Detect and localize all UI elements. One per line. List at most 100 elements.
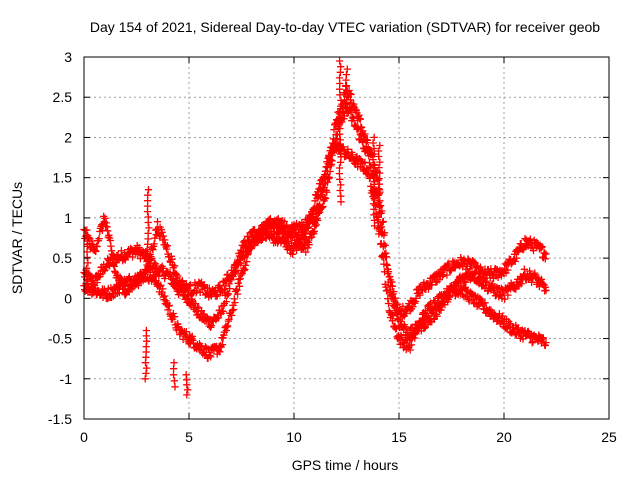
data-point bbox=[350, 100, 358, 108]
data-point bbox=[144, 257, 153, 265]
data-point bbox=[222, 282, 230, 290]
data-point bbox=[542, 338, 550, 347]
data-point bbox=[237, 259, 245, 267]
data-point bbox=[376, 169, 384, 177]
data-point bbox=[281, 236, 290, 245]
data-point bbox=[153, 218, 162, 226]
data-point bbox=[161, 292, 169, 300]
data-point bbox=[407, 341, 416, 349]
data-point bbox=[384, 269, 392, 278]
axis-ticks bbox=[83, 56, 610, 420]
data-point bbox=[295, 233, 303, 241]
data-point bbox=[390, 296, 398, 304]
data-point bbox=[499, 319, 507, 328]
data-point bbox=[163, 242, 171, 250]
data-point bbox=[370, 144, 378, 153]
data-point bbox=[189, 336, 197, 344]
data-point bbox=[329, 148, 337, 156]
data-point bbox=[243, 257, 251, 266]
data-point bbox=[412, 294, 420, 302]
data-point bbox=[150, 240, 158, 248]
data-point bbox=[384, 299, 393, 308]
data-point bbox=[280, 217, 288, 226]
data-point bbox=[155, 272, 163, 280]
data-point bbox=[241, 237, 249, 245]
data-point bbox=[336, 175, 344, 183]
data-point bbox=[357, 131, 365, 139]
data-point bbox=[319, 202, 327, 211]
data-point bbox=[376, 197, 384, 205]
data-point bbox=[313, 216, 322, 224]
data-point bbox=[275, 233, 283, 241]
data-point bbox=[481, 299, 489, 307]
data-point bbox=[504, 266, 512, 274]
data-point bbox=[302, 248, 310, 256]
data-point bbox=[164, 306, 172, 314]
data-point bbox=[511, 257, 519, 266]
data-point bbox=[352, 106, 360, 114]
data-point bbox=[216, 281, 224, 290]
data-point bbox=[102, 219, 110, 227]
data-point bbox=[311, 222, 319, 230]
y-tick-label: -1.5 bbox=[48, 411, 72, 427]
data-point bbox=[313, 188, 322, 196]
data-point bbox=[174, 320, 182, 328]
data-point bbox=[512, 285, 520, 293]
data-point bbox=[379, 217, 387, 226]
data-point bbox=[325, 174, 334, 182]
data-point bbox=[378, 229, 387, 237]
data-point bbox=[374, 191, 382, 199]
data-point bbox=[93, 242, 101, 251]
data-point bbox=[359, 138, 367, 146]
data-point bbox=[144, 191, 152, 199]
data-point bbox=[193, 303, 202, 311]
data-point bbox=[305, 241, 313, 249]
data-point bbox=[231, 267, 240, 276]
x-tick-label: 20 bbox=[496, 429, 512, 445]
data-point bbox=[182, 328, 191, 336]
data-point bbox=[134, 281, 143, 290]
data-point bbox=[197, 306, 206, 315]
data-point bbox=[375, 230, 383, 238]
data-point bbox=[312, 221, 320, 229]
data-point bbox=[369, 173, 378, 182]
y-tick-label: 2.5 bbox=[53, 89, 73, 105]
data-point bbox=[137, 278, 145, 286]
data-point bbox=[224, 322, 232, 330]
data-point bbox=[140, 273, 149, 281]
data-point bbox=[441, 300, 449, 309]
data-point bbox=[326, 167, 334, 176]
x-tick-label: 15 bbox=[391, 429, 407, 445]
data-point bbox=[396, 317, 404, 325]
data-point bbox=[416, 291, 424, 299]
data-point bbox=[410, 331, 418, 339]
data-point bbox=[376, 224, 384, 233]
data-point bbox=[231, 298, 239, 307]
data-point bbox=[158, 288, 166, 296]
data-point bbox=[321, 171, 329, 179]
data-point bbox=[541, 255, 549, 263]
data-point bbox=[411, 297, 420, 306]
data-point bbox=[244, 248, 252, 256]
data-point bbox=[83, 231, 92, 240]
data-point bbox=[370, 194, 378, 202]
data-point bbox=[82, 264, 91, 272]
data-point bbox=[159, 264, 168, 273]
data-point bbox=[151, 234, 159, 242]
data-point bbox=[471, 268, 479, 276]
data-point bbox=[144, 186, 153, 194]
data-point bbox=[145, 224, 153, 232]
data-point bbox=[370, 216, 379, 225]
data-point bbox=[256, 229, 265, 238]
y-tick-label: 0.5 bbox=[53, 250, 73, 266]
data-point bbox=[257, 236, 265, 244]
data-point bbox=[214, 347, 223, 355]
data-point bbox=[142, 326, 151, 335]
data-point bbox=[526, 235, 534, 243]
data-point bbox=[351, 157, 359, 165]
data-point bbox=[88, 273, 96, 281]
data-point bbox=[144, 229, 152, 238]
data-point bbox=[314, 192, 322, 201]
data-point bbox=[537, 275, 546, 284]
data-point bbox=[433, 312, 441, 320]
